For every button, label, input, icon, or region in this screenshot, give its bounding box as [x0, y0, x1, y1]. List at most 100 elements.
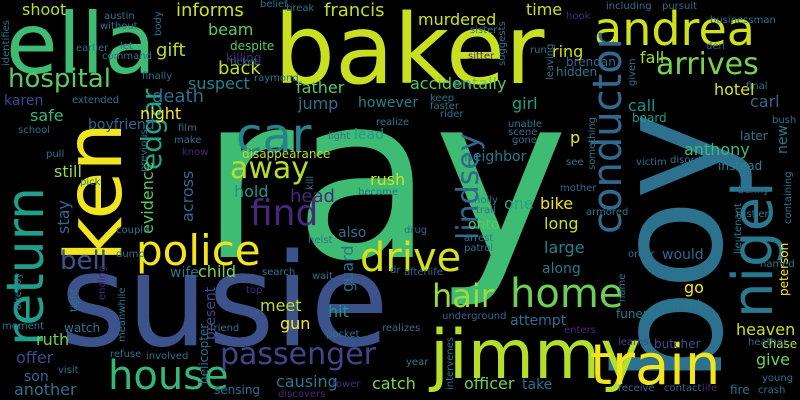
word-already: already — [13, 272, 24, 310]
word-find: find — [250, 193, 319, 234]
word-board: board — [632, 111, 667, 125]
word-home: home — [510, 271, 624, 317]
word-underground: underground — [442, 311, 507, 322]
word-armored: armored — [586, 207, 629, 218]
word-accidentally: accidentally — [410, 74, 507, 93]
word-year: year — [406, 357, 429, 368]
word-gun: gun — [280, 314, 311, 333]
word-suggests: suggests — [497, 21, 508, 66]
word-hair: hair — [432, 277, 494, 315]
word-austin: austin — [104, 11, 135, 22]
word-funeral: funeral — [616, 307, 659, 321]
word-pick: pick — [80, 177, 101, 188]
word-baker: baker — [274, 0, 545, 106]
word-named: named — [760, 259, 795, 270]
word-given: given — [627, 58, 638, 86]
word-something: something — [587, 117, 598, 170]
word-boyfriend: boyfriend — [88, 117, 155, 133]
word-informs: informs — [176, 0, 244, 21]
word-anthony: anthony — [684, 140, 750, 159]
word-another: another — [14, 380, 77, 399]
word-sister: sister — [470, 25, 498, 36]
word-one: one — [504, 194, 534, 213]
word-long: long — [544, 214, 579, 233]
word-guard: guard — [338, 245, 357, 292]
word-contact: contact — [664, 383, 702, 394]
word-raymond: raymond — [254, 73, 299, 84]
word-rider: rider — [440, 109, 464, 120]
word-time: time — [526, 0, 563, 19]
word-passenger: passenger — [220, 337, 376, 372]
word-become: become — [358, 187, 399, 198]
word-neighbor: neighbor — [464, 149, 527, 165]
word-meet: meet — [260, 296, 302, 315]
word-sitter: sitter — [468, 51, 495, 62]
word-victim: victim — [636, 157, 667, 168]
word-pursuit: pursuit — [662, 1, 698, 12]
word-let: let — [120, 41, 133, 52]
word-moment: moment — [2, 321, 45, 332]
word-tower: tower — [332, 379, 361, 390]
word-rush: rush — [370, 170, 406, 189]
word-ring: ring — [552, 42, 584, 61]
word-earlier: earlier — [76, 43, 109, 54]
word-heaven: heaven — [736, 320, 796, 339]
word-also: also — [338, 225, 367, 241]
word-despite: despite — [230, 39, 275, 53]
word-arrives: arrives — [656, 47, 759, 82]
word-shoot: shoot — [22, 0, 67, 19]
word-instead: instead — [718, 159, 763, 173]
word-hotel: hotel — [714, 80, 755, 99]
word-belief: belief — [260, 0, 288, 10]
word-refuse: refuse — [110, 349, 142, 360]
word-head: head — [290, 186, 335, 207]
word-evidence: evidence — [138, 161, 157, 234]
word-kill: kill — [305, 175, 316, 190]
word-know: know — [182, 147, 209, 158]
word-holly: holly — [474, 195, 498, 206]
word-rustler: rustler — [736, 209, 769, 220]
word-chase: chase — [762, 337, 798, 351]
word-command: command — [102, 51, 152, 62]
word-den: den — [706, 41, 725, 52]
word-jump: jump — [298, 94, 339, 113]
word-leaving: leaving — [545, 43, 556, 80]
word-bush: bush — [772, 115, 797, 126]
word-final: final — [746, 81, 768, 92]
word-fall: fall — [640, 48, 665, 67]
word-identifies: identifies — [1, 20, 12, 66]
word-visit: visit — [58, 365, 79, 376]
word-arrest: arrest — [464, 233, 494, 244]
word-karen: karen — [4, 93, 44, 109]
word-jimmy: jimmy — [430, 316, 641, 395]
word-drug: drug — [404, 225, 428, 236]
word-couple: couple — [116, 225, 150, 236]
word-train: train — [590, 333, 721, 398]
word-carl: carl — [750, 92, 780, 111]
word-corrupt: corrupt — [658, 297, 702, 311]
word-tight: tight — [69, 288, 80, 312]
word-p: p — [570, 128, 581, 147]
word-previous: previous — [139, 129, 150, 172]
word-house: house — [108, 353, 229, 399]
word-enters: enters — [564, 325, 596, 336]
word-francis: francis — [324, 0, 385, 21]
word-patrol: patrol — [464, 243, 494, 254]
word-faster: faster — [430, 101, 460, 112]
word-pin: pin — [454, 79, 470, 90]
word-trail: trail — [476, 205, 496, 216]
word-bell: bell — [60, 246, 107, 276]
word-crash: crash — [758, 385, 786, 396]
word-benny: benny — [738, 185, 770, 196]
word-drive: drive — [360, 235, 462, 281]
word-offer: offer — [16, 348, 54, 367]
word-large: large — [544, 238, 585, 257]
word-receive: receive — [618, 383, 655, 394]
word-ending: ending — [97, 265, 108, 300]
word-death: death — [152, 86, 204, 107]
word-search: search — [262, 267, 296, 278]
word-pocket: pocket — [326, 329, 360, 340]
word-child: child — [198, 262, 236, 281]
word-andrea: andrea — [594, 2, 755, 56]
